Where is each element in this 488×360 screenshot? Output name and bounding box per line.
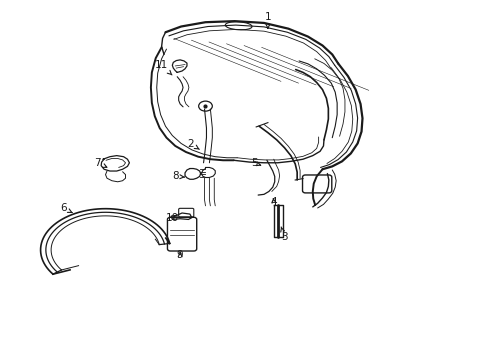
Text: 1: 1 (264, 12, 271, 28)
Text: 8: 8 (172, 171, 184, 181)
Text: 4: 4 (270, 197, 277, 207)
Text: 6: 6 (60, 203, 72, 213)
Text: 2: 2 (187, 139, 199, 149)
Text: 11: 11 (155, 60, 172, 75)
Text: 7: 7 (94, 158, 107, 168)
Text: 9: 9 (177, 250, 183, 260)
Text: 3: 3 (280, 227, 287, 242)
Text: 10: 10 (165, 213, 179, 222)
Text: 5: 5 (250, 158, 260, 168)
